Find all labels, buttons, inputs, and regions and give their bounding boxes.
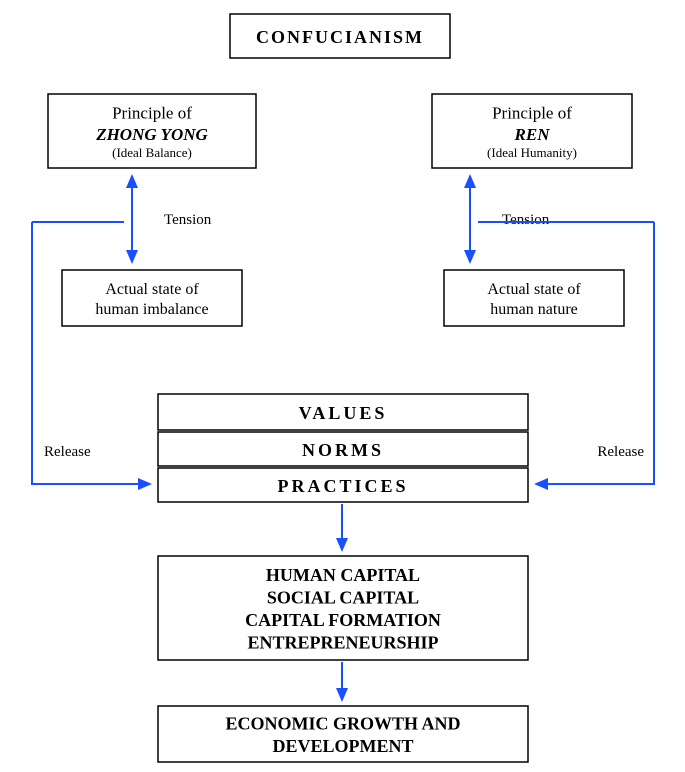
node-norms: NORMS	[158, 432, 528, 466]
node-zhong_yong-line-0: Principle of	[112, 104, 192, 123]
node-capital: HUMAN CAPITAL SOCIAL CAPITALCAPITAL FORMA…	[158, 556, 528, 660]
e_right_tension-label: Tension	[502, 212, 550, 228]
node-zhong_yong-line-1: ZHONG YONG	[95, 125, 208, 144]
node-nature-line-0: Actual state of	[487, 281, 581, 298]
node-confucianism-line-0: CONFUCIANISM	[256, 27, 424, 47]
node-growth-line-1: DEVELOPMENT	[272, 736, 413, 756]
node-growth-line-0: ECONOMIC GROWTH AND	[225, 714, 460, 734]
node-imbalance: Actual state of human imbalance	[62, 270, 242, 326]
node-zhong_yong: Principle of ZHONG YONG(Ideal Balance)	[48, 94, 256, 168]
node-ren-line-1: REN	[514, 125, 551, 144]
node-nature-line-1: human nature	[490, 301, 578, 318]
nodes: CONFUCIANISMPrinciple ofZHONG YONG(Ideal…	[48, 14, 632, 762]
node-values-line-0: VALUES	[299, 403, 388, 423]
diagram-canvas: Tension Tension Release Release CONFUCIANISM…	[0, 0, 685, 772]
node-ren-line-0: Principle of	[492, 104, 572, 123]
node-zhong_yong-line-2: (Ideal Balance)	[112, 145, 192, 160]
node-capital-line-2: CAPITAL FORMATION	[245, 610, 441, 630]
node-values: VALUES	[158, 394, 528, 430]
node-capital-line-1: SOCIAL CAPITAL	[267, 588, 419, 608]
node-capital-line-0: HUMAN CAPITAL	[266, 565, 420, 585]
node-norms-line-0: NORMS	[302, 440, 384, 460]
node-ren: Principle of REN(Ideal Humanity)	[432, 94, 632, 168]
node-ren-line-2: (Ideal Humanity)	[487, 145, 577, 160]
node-capital-line-3: ENTREPRENEURSHIP	[247, 633, 438, 653]
e_left_tension-label: Tension	[164, 212, 212, 228]
e_right_release-label: Release	[597, 444, 644, 460]
node-practices-line-0: PRACTICES	[277, 476, 408, 496]
node-imbalance-line-0: Actual state of	[105, 281, 199, 298]
node-nature: Actual state of human nature	[444, 270, 624, 326]
e_left_release-label: Release	[44, 444, 91, 460]
node-imbalance-line-1: human imbalance	[95, 301, 208, 318]
node-growth: ECONOMIC GROWTH ANDDEVELOPMENT	[158, 706, 528, 762]
node-confucianism: CONFUCIANISM	[230, 14, 450, 58]
node-practices: PRACTICES	[158, 468, 528, 502]
